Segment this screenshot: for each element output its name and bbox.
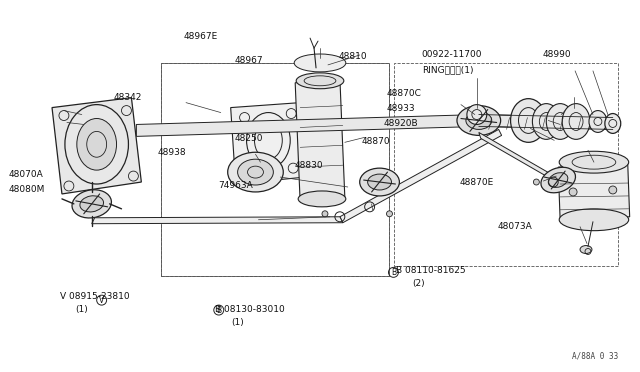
Ellipse shape [367, 174, 392, 190]
Text: 48830: 48830 [294, 161, 323, 170]
Text: B: B [391, 268, 396, 277]
Text: 48870: 48870 [362, 137, 390, 146]
Text: (1): (1) [76, 305, 88, 314]
Ellipse shape [589, 110, 607, 132]
Ellipse shape [548, 173, 568, 187]
Ellipse shape [296, 73, 344, 89]
Polygon shape [558, 162, 630, 222]
Text: 48073A: 48073A [498, 222, 532, 231]
Text: V 08915-23810: V 08915-23810 [60, 292, 129, 301]
Polygon shape [52, 98, 141, 194]
Polygon shape [92, 217, 343, 224]
Text: B: B [216, 305, 221, 315]
Ellipse shape [562, 104, 590, 140]
Ellipse shape [569, 188, 577, 196]
Text: (1): (1) [231, 318, 244, 327]
Text: V: V [99, 296, 104, 305]
Text: 48342: 48342 [113, 93, 142, 102]
Polygon shape [479, 132, 558, 183]
Ellipse shape [559, 151, 628, 173]
Ellipse shape [387, 211, 392, 217]
Ellipse shape [298, 191, 346, 207]
Text: 48250: 48250 [234, 134, 263, 142]
Polygon shape [479, 115, 612, 129]
Text: 48870E: 48870E [460, 178, 494, 187]
Text: 48938: 48938 [158, 148, 187, 157]
Ellipse shape [72, 190, 111, 218]
Ellipse shape [466, 112, 492, 129]
Text: A/88A 0 33: A/88A 0 33 [572, 352, 618, 361]
Ellipse shape [559, 209, 628, 231]
Ellipse shape [533, 179, 540, 185]
Text: 48967: 48967 [234, 56, 263, 65]
Text: 48933: 48933 [387, 104, 415, 113]
Text: 48990: 48990 [542, 51, 571, 60]
Text: (2): (2) [412, 279, 425, 288]
Text: 48080M: 48080M [9, 185, 45, 194]
Ellipse shape [360, 168, 399, 196]
Polygon shape [136, 115, 479, 137]
Ellipse shape [467, 105, 487, 125]
Text: 48967E: 48967E [184, 32, 218, 41]
Bar [394, 63, 618, 266]
Text: B 08130-83010: B 08130-83010 [215, 305, 285, 314]
Text: B 08110-81625: B 08110-81625 [396, 266, 466, 275]
Bar [161, 63, 390, 276]
Ellipse shape [457, 106, 500, 135]
Ellipse shape [532, 104, 560, 140]
Ellipse shape [80, 196, 104, 212]
Polygon shape [340, 129, 502, 223]
Ellipse shape [294, 54, 346, 72]
Ellipse shape [580, 246, 592, 253]
Text: 48810: 48810 [339, 52, 368, 61]
Ellipse shape [547, 104, 574, 140]
Ellipse shape [237, 159, 273, 185]
Text: 48070A: 48070A [9, 170, 44, 179]
Text: RINGリング(1): RINGリング(1) [422, 65, 473, 74]
Ellipse shape [609, 186, 617, 194]
Ellipse shape [605, 113, 621, 134]
Polygon shape [230, 103, 305, 184]
Text: 74963A: 74963A [218, 182, 253, 190]
Ellipse shape [541, 167, 575, 193]
Polygon shape [295, 78, 345, 202]
Ellipse shape [77, 119, 116, 170]
Text: 48920B: 48920B [383, 119, 418, 128]
Text: 00922-11700: 00922-11700 [422, 51, 482, 60]
Text: 48870C: 48870C [387, 89, 422, 98]
Ellipse shape [322, 211, 328, 217]
Ellipse shape [228, 152, 284, 192]
Ellipse shape [511, 99, 547, 142]
